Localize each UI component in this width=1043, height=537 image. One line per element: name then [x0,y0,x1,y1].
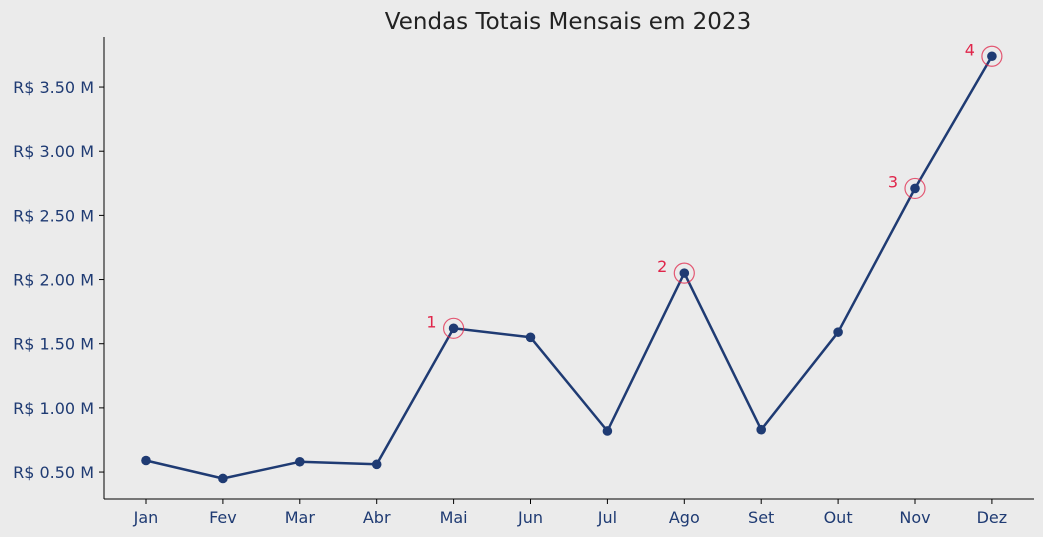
y-tick-label: R$ 1.50 M [13,335,94,354]
data-point [987,51,997,62]
data-point [141,455,151,466]
data-point [602,426,613,436]
x-tick-label: Nov [899,508,930,527]
x-tick-label: Set [748,508,774,527]
annotation-ring [904,177,926,200]
x-tick-label: Mar [285,508,316,527]
x-tick-label: Out [824,508,853,527]
x-tick-label: Jun [517,508,543,527]
data-point [756,424,766,435]
x-tick-label: Dez [977,508,1008,527]
x-tick-label: Mai [440,508,468,527]
y-ticks: R$ 0.50 M R$ 1.00 M R$ 1.50 M R$ 2.00 M R$ 2… [13,78,104,482]
annotation-ring [443,317,465,339]
annotation-label: 2 [657,257,667,276]
data-point [448,323,459,334]
annotation-label: 4 [965,40,975,59]
annotation-label: 3 [888,172,898,191]
y-tick-label: R$ 3.00 M [13,142,94,161]
x-ticks: Jan Fev Mar Abr Mai Jun Jul Ago Set Out Nov Dez [133,499,1008,527]
y-tick-label: R$ 1.00 M [13,399,94,418]
annotation-label: 1 [426,312,436,331]
y-tick-label: R$ 2.50 M [13,206,94,225]
series-line [145,55,993,480]
y-tick-label: R$ 2.00 M [13,271,94,290]
x-tick-label: Fev [209,508,237,527]
x-tick-label: Jul [597,508,617,527]
axes [103,37,1034,500]
annotation-layer: 1 2 3 4 [426,40,1003,339]
annotation-ring [981,45,1003,67]
data-point [371,459,382,470]
series-layer [141,51,997,484]
data-point [910,183,920,194]
data-point [218,473,228,484]
data-point [525,332,536,343]
y-tick-label: R$ 3.50 M [13,78,94,97]
chart-title: Vendas Totais Mensais em 2023 [385,9,751,35]
data-point [295,456,305,467]
annotation-ring [673,262,695,284]
y-tick-label: R$ 0.50 M [13,463,94,482]
x-tick-label: Jan [133,508,159,527]
x-tick-label: Ago [669,508,700,527]
x-tick-label: Abr [363,508,391,527]
data-point [833,327,843,337]
data-point [679,268,690,278]
